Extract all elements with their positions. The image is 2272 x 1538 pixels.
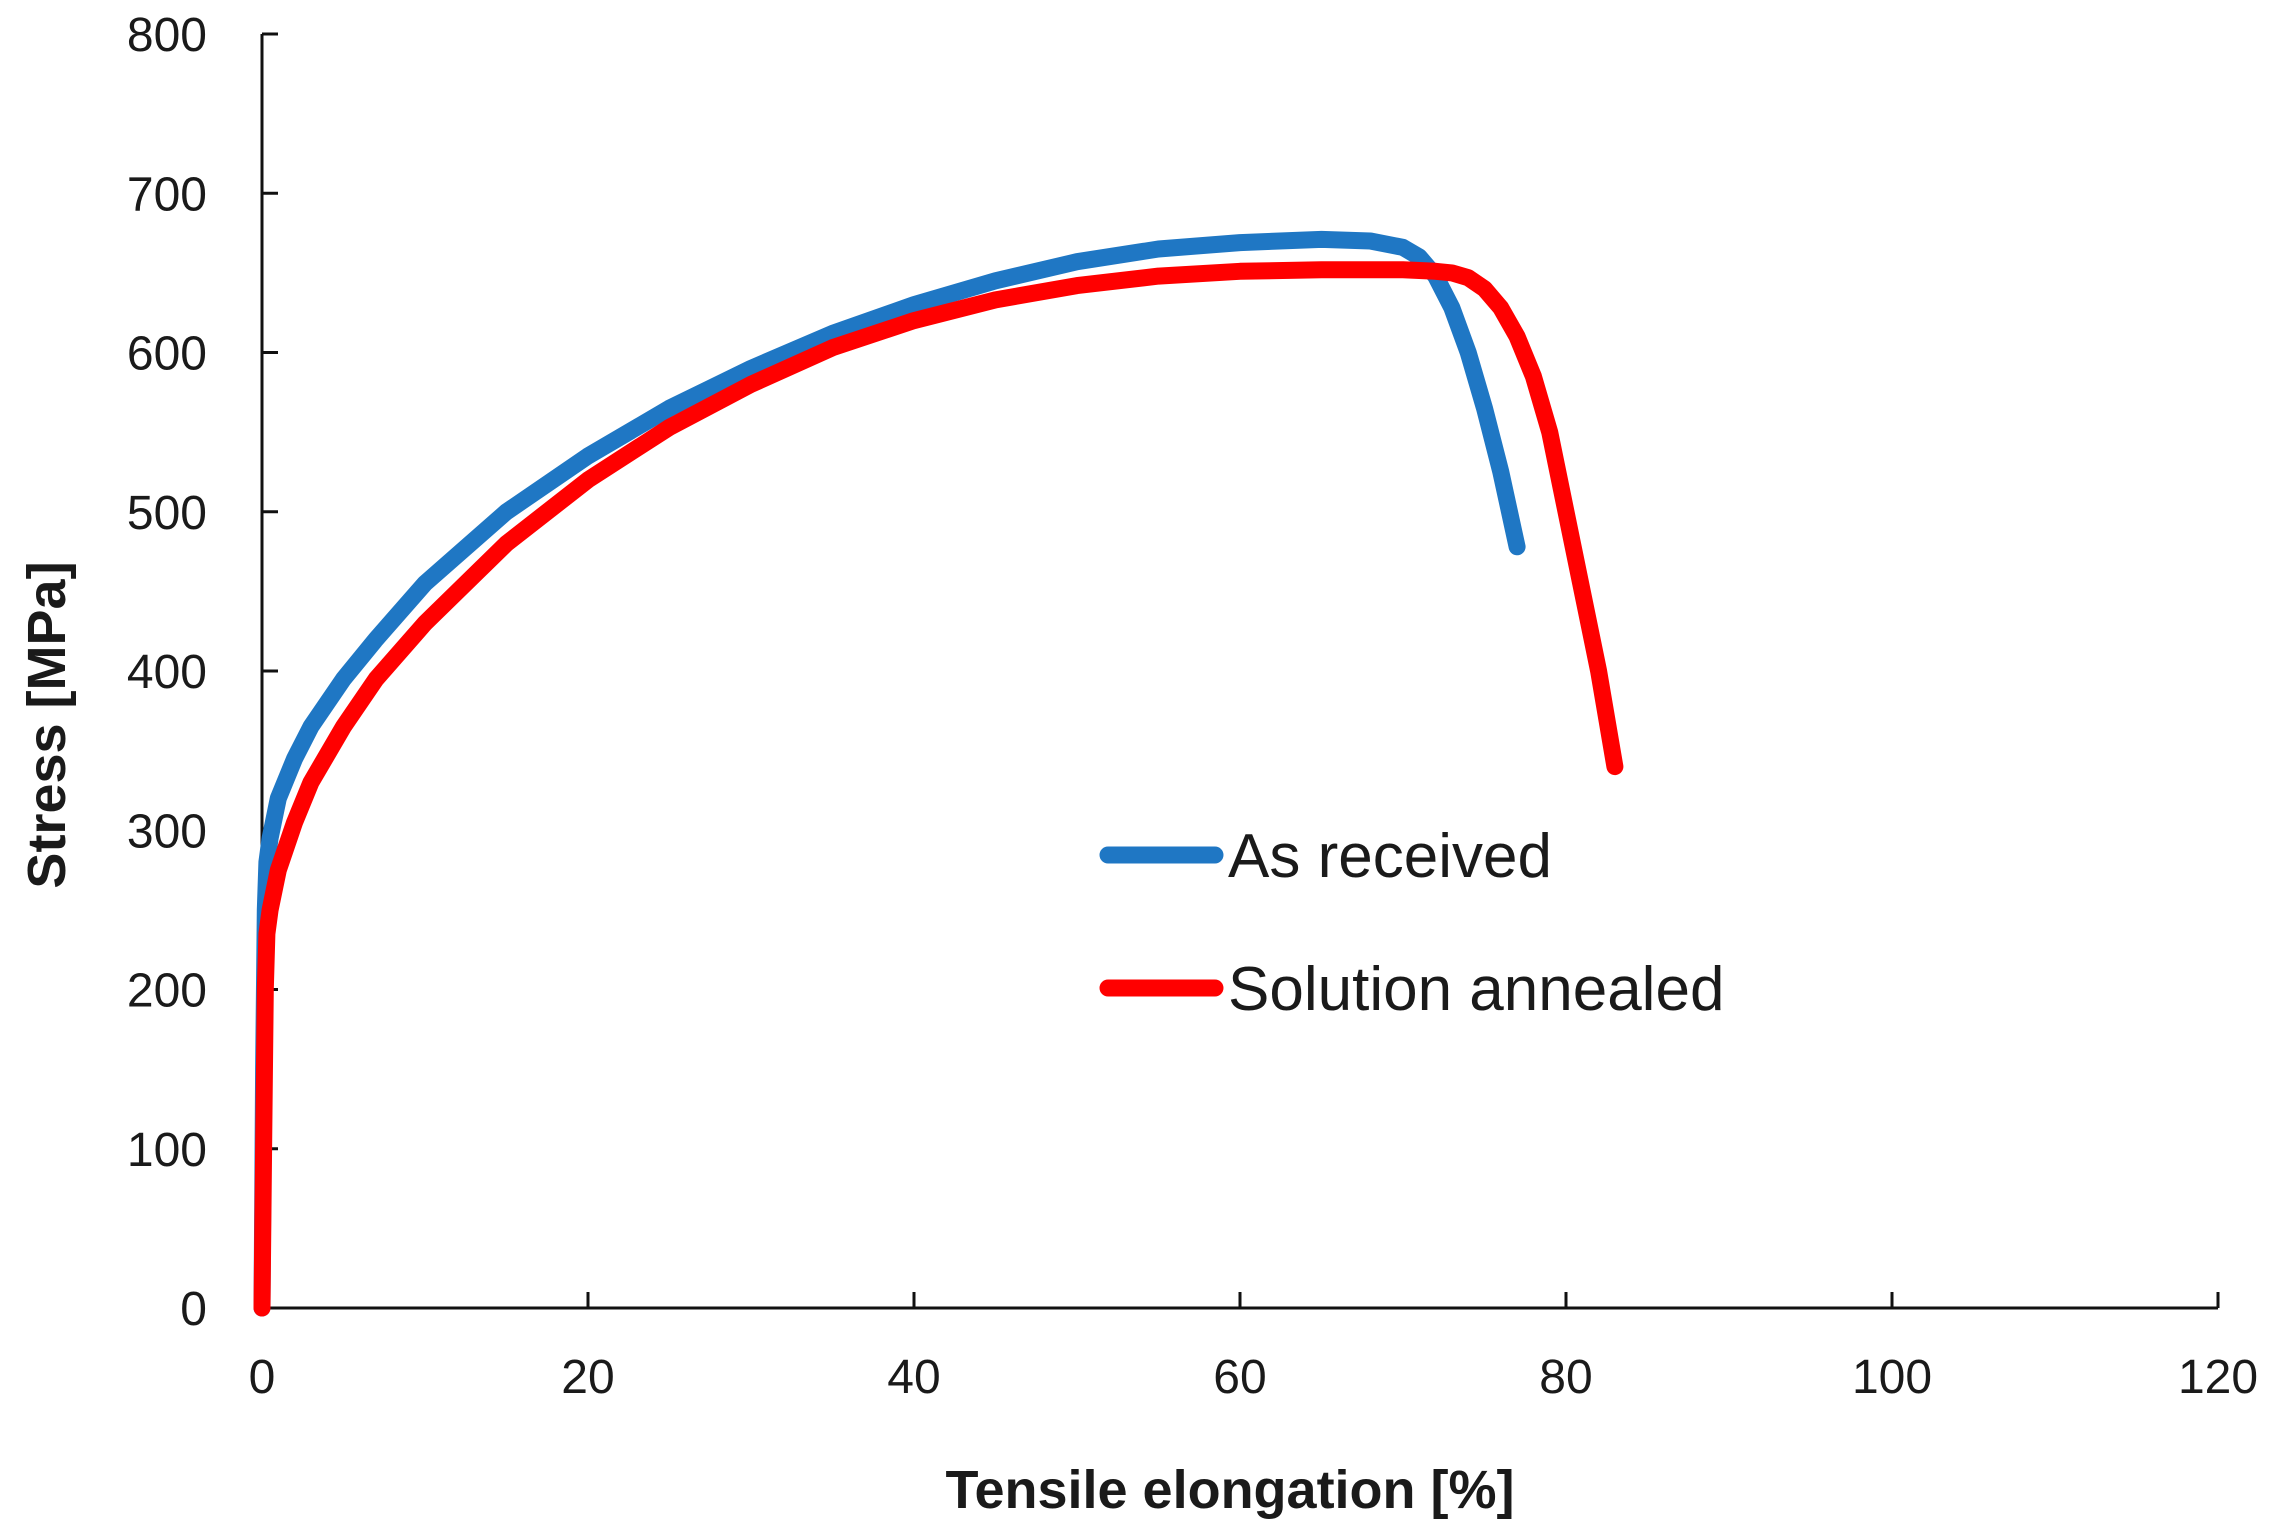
- legend-label-as-received: As received: [1228, 822, 1552, 891]
- y-tick-label: 0: [180, 1283, 207, 1336]
- x-axis-title: Tensile elongation [%]: [945, 1460, 1514, 1520]
- y-tick-label: 500: [127, 487, 207, 540]
- x-tick-label: 120: [2178, 1351, 2258, 1404]
- series-line-as-received: [253, 230, 1526, 1317]
- series-line-solution-annealed: [253, 261, 1624, 1317]
- x-tick-label: 60: [1213, 1351, 1266, 1404]
- x-tick-label: 80: [1539, 1351, 1592, 1404]
- x-tick-label: 100: [1852, 1351, 1932, 1404]
- x-tick-label: 0: [249, 1351, 276, 1404]
- y-tick-label: 100: [127, 1124, 207, 1177]
- legend: As received Solution annealed: [1099, 822, 1724, 1024]
- y-tick-label: 800: [127, 9, 207, 62]
- axes: 0 20 40 60 80 100 120 0 100 200 300 400 500 600 700 800: [127, 9, 2258, 1404]
- y-tick-label: 300: [127, 805, 207, 858]
- series-lines: [253, 230, 1624, 1317]
- y-axis-title: Stress [MPa]: [17, 561, 77, 888]
- y-tick-label: 200: [127, 965, 207, 1018]
- y-tick-label: 700: [127, 168, 207, 221]
- y-tick-label: 400: [127, 646, 207, 699]
- y-tick-label: 600: [127, 328, 207, 381]
- legend-label-solution-annealed: Solution annealed: [1228, 955, 1724, 1024]
- x-tick-label: 20: [561, 1351, 614, 1404]
- x-tick-label: 40: [887, 1351, 940, 1404]
